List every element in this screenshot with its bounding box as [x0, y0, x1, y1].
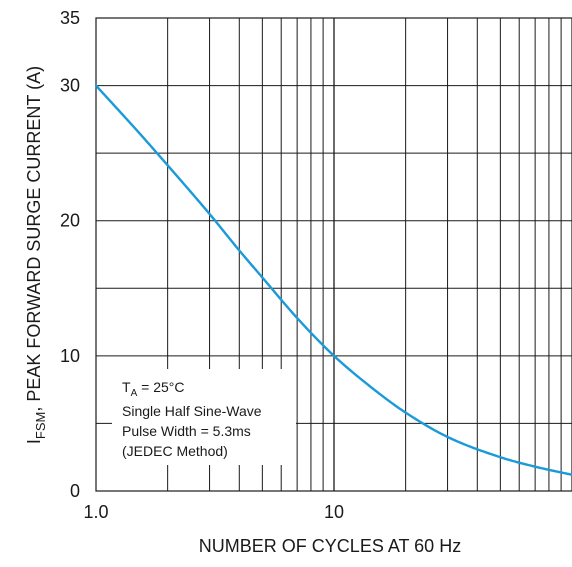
- x-tick-label: 10: [324, 502, 344, 522]
- series-surge-current-line: [94, 84, 572, 476]
- y-axis-tick-labels: 0 10 20 30 35: [60, 8, 80, 501]
- y-tick-label: 30: [60, 76, 80, 96]
- annotation-line-temperature: TA = 25°C: [122, 379, 184, 399]
- annotation-line-method: (JEDEC Method): [122, 443, 228, 459]
- conditions-annotation: TA = 25°C Single Half Sine-Wave Pulse Wi…: [112, 369, 296, 465]
- y-tick-label: 10: [60, 346, 80, 366]
- annotation-line-pulse-width: Pulse Width = 5.3ms: [122, 423, 251, 439]
- x-axis-tick-labels: 1.0 10: [83, 502, 344, 522]
- y-tick-label: 20: [60, 211, 80, 231]
- x-axis-label: NUMBER OF CYCLES AT 60 Hz: [199, 536, 461, 556]
- plot-frame: [95, 17, 572, 492]
- annotation-line-waveform: Single Half Sine-Wave: [122, 403, 262, 419]
- y-tick-label: 35: [60, 8, 80, 28]
- x-tick-label: 1.0: [83, 502, 108, 522]
- annotation-background: [112, 369, 296, 465]
- y-tick-label: 0: [70, 481, 80, 501]
- y-axis-label: IFSM, PEAK FORWARD SURGE CURRENT (A): [24, 66, 48, 444]
- grid-lines: [96, 18, 572, 491]
